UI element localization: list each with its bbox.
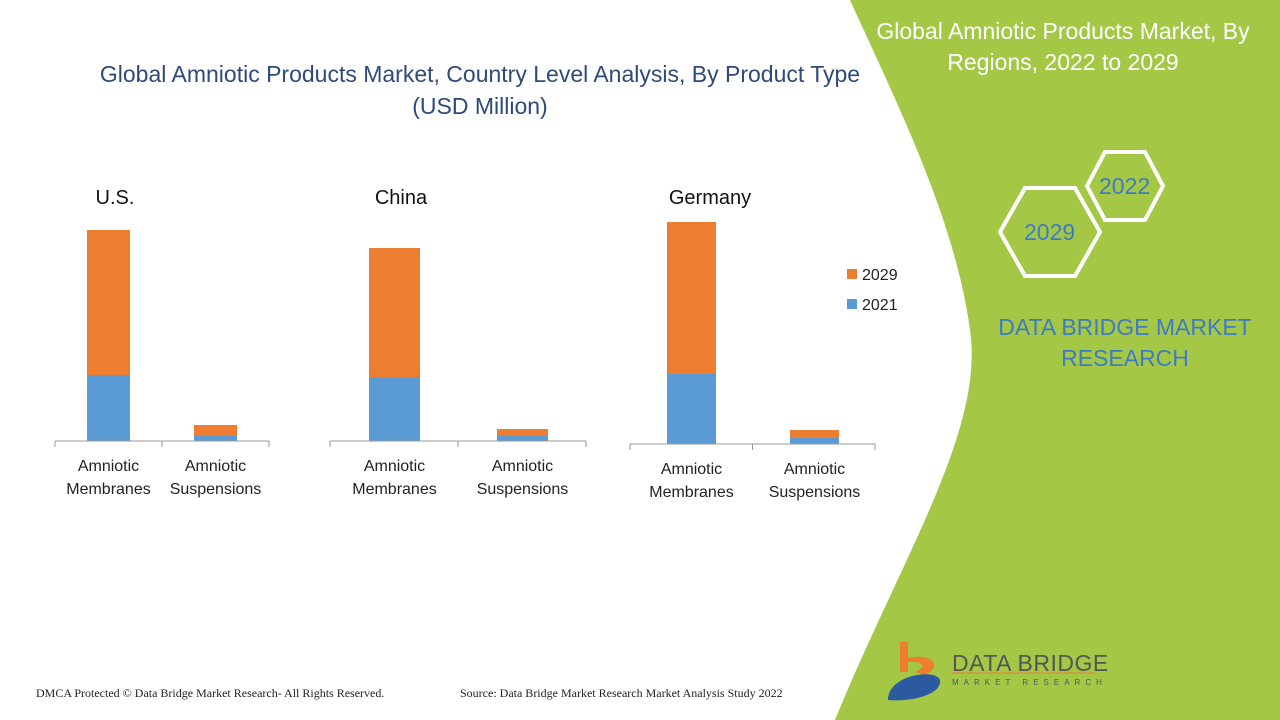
bar-2021 — [790, 438, 839, 444]
category-label: Amniotic — [661, 461, 722, 478]
legend-label-2021: 2021 — [862, 297, 898, 314]
bar-2029 — [497, 429, 548, 436]
category-label: Amniotic — [78, 458, 139, 475]
category-label: Amniotic — [185, 458, 246, 475]
chart-title: Global Amniotic Products Market, Country… — [99, 61, 861, 119]
copyright-notice: DMCA Protected © Data Bridge Market Rese… — [36, 686, 385, 700]
hexagon-2022 — [1084, 150, 1166, 222]
bar-2021 — [87, 375, 130, 441]
side-panel-title: Global Amniotic Products Market, By Regi… — [876, 18, 1250, 75]
category-label: Suspensions — [170, 481, 262, 498]
panel-title: China — [375, 187, 428, 209]
panel-title: U.S. — [96, 187, 135, 209]
legend-label-2029: 2029 — [862, 267, 898, 284]
bar-2021 — [369, 377, 420, 441]
hex-year-2022: 2022 — [1099, 173, 1151, 199]
hex-year-2029: 2029 — [1024, 219, 1076, 245]
category-label: Membranes — [352, 481, 436, 498]
logo-icon — [888, 642, 941, 701]
bar-2021 — [194, 436, 237, 441]
category-label: Suspensions — [769, 484, 861, 501]
logo-name: DATA BRIDGE — [952, 650, 1109, 676]
bar-2021 — [497, 436, 548, 441]
bar-2029 — [87, 230, 130, 375]
category-label: Membranes — [649, 484, 733, 501]
hexagon-2029 — [997, 186, 1103, 278]
category-label: Amniotic — [492, 458, 553, 475]
source-note: Source: Data Bridge Market Research Mark… — [460, 686, 783, 700]
bar-2029 — [369, 248, 420, 377]
panel-title: Germany — [669, 187, 751, 209]
brand-name: DATA BRIDGE MARKET RESEARCH — [998, 314, 1252, 371]
legend-swatch-2029 — [847, 269, 857, 279]
category-label: Amniotic — [784, 461, 845, 478]
category-label: Membranes — [66, 481, 150, 498]
logo-subtitle: MARKET RESEARCH — [952, 678, 1107, 687]
category-label: Amniotic — [364, 458, 425, 475]
legend-swatch-2021 — [847, 299, 857, 309]
green-side-panel — [835, 0, 1280, 720]
category-label: Suspensions — [477, 481, 569, 498]
bar-2029 — [194, 425, 237, 436]
bar-2029 — [790, 430, 839, 438]
bar-2021 — [667, 374, 716, 444]
bar-2029 — [667, 222, 716, 374]
